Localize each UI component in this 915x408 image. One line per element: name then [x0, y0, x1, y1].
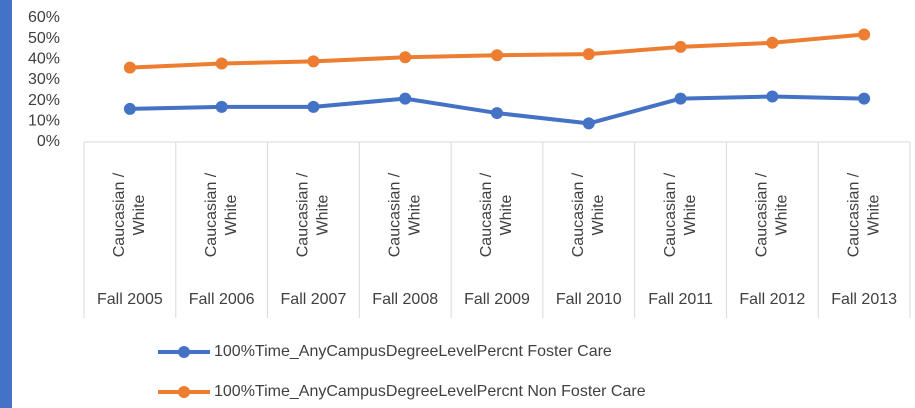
- point: [491, 49, 503, 62]
- x-category-label: Fall 2013: [831, 291, 897, 308]
- y-tick-label: 10%: [28, 113, 60, 130]
- x-category-label: Fall 2010: [556, 291, 622, 308]
- legend-marker: [178, 386, 190, 398]
- point: [858, 28, 871, 41]
- x-subcategory-label: Caucasian /: [295, 172, 312, 257]
- x-subcategory-label: Caucasian /: [111, 172, 128, 257]
- x-subcategory-label: Caucasian /: [570, 172, 587, 257]
- point: [766, 90, 779, 103]
- point: [399, 92, 412, 105]
- y-tick-label: 40%: [28, 51, 60, 68]
- x-subcategory-label: White: [865, 194, 882, 235]
- x-subcategory-label: White: [223, 194, 240, 235]
- x-subcategory-label: Caucasian /: [845, 172, 862, 257]
- x-category-label: Fall 2006: [189, 291, 255, 308]
- x-subcategory-label: White: [774, 194, 791, 235]
- point: [215, 57, 228, 70]
- x-subcategory-label: Caucasian /: [754, 172, 771, 257]
- x-subcategory-label: White: [131, 194, 148, 235]
- point: [674, 40, 687, 53]
- point: [307, 55, 320, 68]
- y-tick-label: 50%: [28, 30, 60, 47]
- x-subcategory-label: Caucasian /: [203, 172, 220, 257]
- x-subcategory-label: Caucasian /: [662, 172, 679, 257]
- x-category-label: Fall 2008: [372, 291, 438, 308]
- point: [766, 36, 779, 49]
- point: [582, 48, 595, 61]
- x-subcategory-label: White: [682, 194, 699, 235]
- point: [858, 92, 871, 105]
- x-subcategory-label: White: [590, 194, 607, 235]
- x-subcategory-label: Caucasian /: [386, 172, 403, 257]
- point: [123, 102, 136, 115]
- side-strip: [0, 0, 12, 408]
- y-tick-label: 20%: [28, 92, 60, 109]
- point: [674, 92, 687, 105]
- x-subcategory-label: Caucasian /: [478, 172, 495, 257]
- x-category-label: Fall 2005: [97, 291, 163, 308]
- y-tick-label: 60%: [28, 9, 60, 26]
- point: [399, 51, 412, 64]
- x-category-label: Fall 2007: [281, 291, 347, 308]
- point: [582, 117, 595, 130]
- x-category-label: Fall 2011: [648, 291, 713, 308]
- x-subcategory-label: White: [498, 194, 515, 235]
- x-category-label: Fall 2012: [739, 291, 805, 308]
- x-subcategory-label: White: [315, 194, 332, 235]
- y-tick-label: 30%: [28, 71, 60, 88]
- x-subcategory-label: White: [406, 194, 423, 235]
- x-category-label: Fall 2009: [464, 291, 530, 308]
- legend-label: 100%Time_AnyCampusDegreeLevelPercnt Non …: [214, 383, 646, 400]
- point: [307, 100, 320, 113]
- legend-label: 100%Time_AnyCampusDegreeLevelPercnt Fost…: [214, 343, 612, 360]
- point: [123, 61, 136, 74]
- point: [491, 107, 503, 120]
- legend-marker: [178, 346, 190, 358]
- y-tick-label: 0%: [37, 133, 60, 150]
- point: [215, 100, 228, 113]
